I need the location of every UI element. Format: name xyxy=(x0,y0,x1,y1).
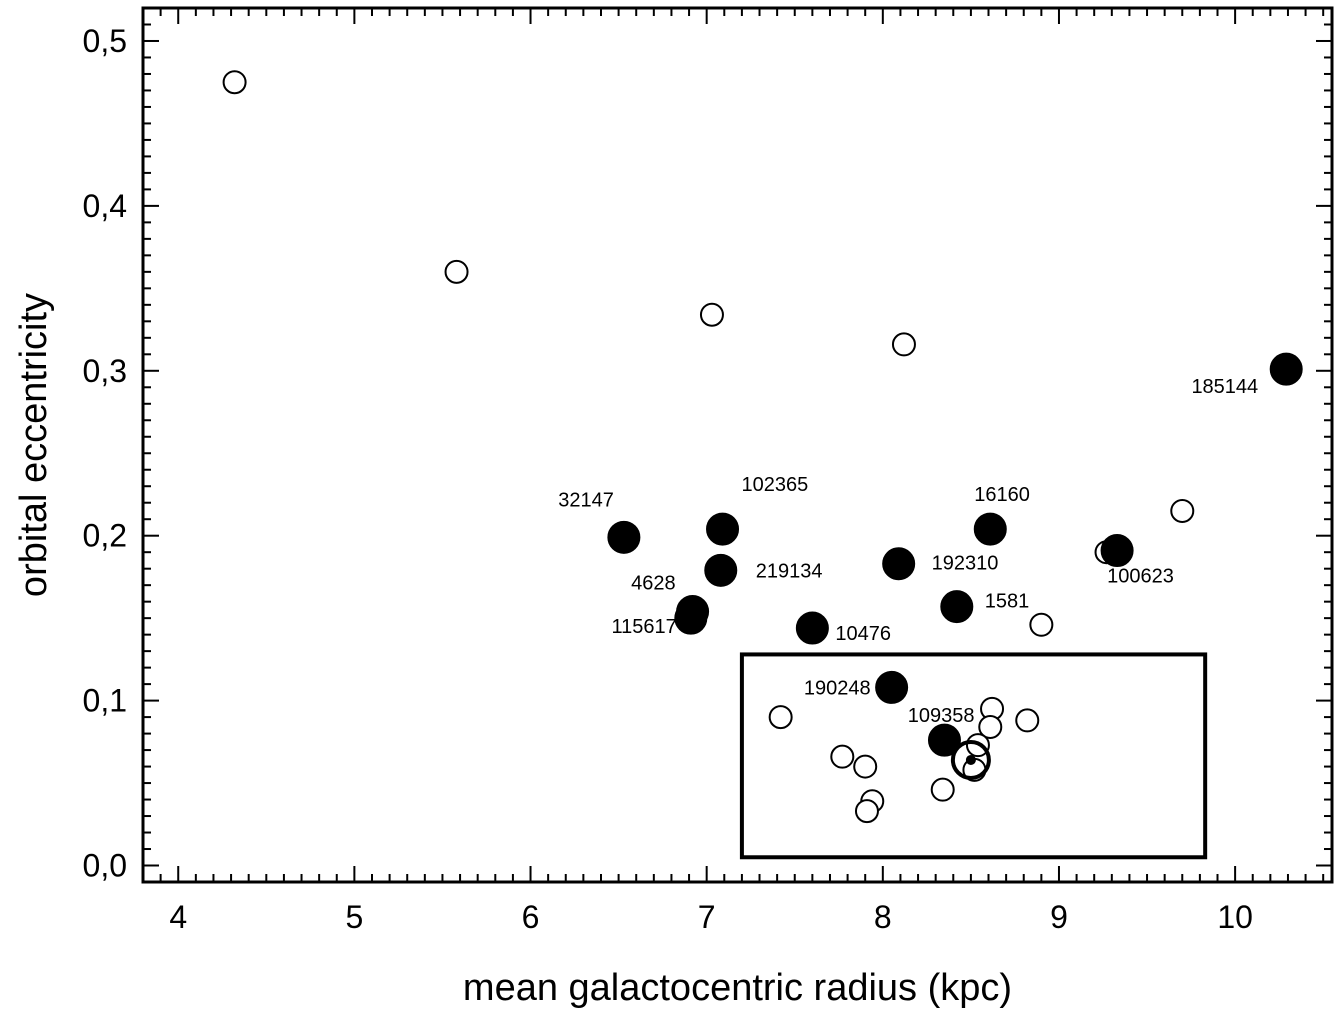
y-tick-label: 0,0 xyxy=(83,848,127,884)
point-annotations: 185144 32147 102365 16160 219134 192310 100623… xyxy=(558,376,1258,727)
x-tick-label: 4 xyxy=(169,899,187,935)
point-label: 190248 xyxy=(804,677,871,699)
x-tick-label: 9 xyxy=(1050,899,1068,935)
point-label: 10476 xyxy=(835,623,891,645)
open-circle-point xyxy=(699,302,724,327)
open-circle-point xyxy=(1170,498,1195,523)
filled-circle-point xyxy=(875,670,909,704)
open-circle-point xyxy=(1015,708,1040,733)
point-label: 192310 xyxy=(932,553,999,575)
x-axis-label: mean galactocentric radius (kpc) xyxy=(463,967,1012,1009)
x-tick-label: 7 xyxy=(698,899,716,935)
filled-circle-point xyxy=(1100,534,1134,568)
plot-frame xyxy=(141,6,1334,884)
point-label: 115617 xyxy=(612,616,677,638)
sun-symbol-point xyxy=(950,739,991,780)
point-label: 219134 xyxy=(756,560,823,582)
open-circle-point xyxy=(444,259,469,284)
open-circle-point xyxy=(1029,612,1054,637)
filled-circle-point xyxy=(1269,352,1303,386)
point-label: 109358 xyxy=(908,705,975,727)
point-label: 185144 xyxy=(1191,376,1258,398)
filled-circle-point xyxy=(704,553,738,587)
highlight-box xyxy=(739,652,1208,860)
open-circle-point xyxy=(854,799,879,824)
sun-dot xyxy=(965,754,976,765)
x-tick-label: 10 xyxy=(1217,899,1253,935)
y-tick-label: 0,4 xyxy=(83,188,127,224)
filled-circle-point xyxy=(973,512,1007,546)
x-tick-label: 5 xyxy=(345,899,363,935)
open-circle-point xyxy=(830,744,855,769)
y-tick-labels: 0,0 0,1 0,2 0,3 0,4 0,5 xyxy=(83,23,127,884)
point-label: 32147 xyxy=(558,489,614,511)
filled-circle-point xyxy=(607,520,641,554)
sun-ring xyxy=(950,739,991,780)
filled-circle-point xyxy=(882,547,916,581)
filled-circle-point xyxy=(674,601,708,635)
open-circle-point xyxy=(768,705,793,730)
filled-circle-point xyxy=(940,590,974,624)
filled-circle-point xyxy=(927,723,961,757)
point-label: 1581 xyxy=(985,591,1030,613)
open-circle-point xyxy=(930,777,955,802)
filled-circle-point xyxy=(706,512,740,546)
open-circle-point xyxy=(978,714,1003,739)
filled-circle-point xyxy=(795,611,829,645)
point-label: 16160 xyxy=(974,484,1030,506)
point-label: 102365 xyxy=(742,474,809,496)
point-label: 100623 xyxy=(1107,566,1174,588)
y-axis-label: orbital eccentricity xyxy=(13,293,55,597)
open-circle-point xyxy=(853,754,878,779)
data-points xyxy=(222,70,1303,824)
axis-ticks xyxy=(142,8,1332,882)
y-tick-label: 0,3 xyxy=(83,353,127,389)
y-tick-label: 0,5 xyxy=(83,23,127,59)
open-circle-point xyxy=(222,70,247,95)
x-tick-label: 8 xyxy=(874,899,892,935)
y-tick-label: 0,2 xyxy=(83,518,127,554)
x-tick-labels: 4 5 6 7 8 9 10 xyxy=(169,899,1253,935)
point-label: 4628 xyxy=(631,573,676,595)
open-circle-point xyxy=(891,332,916,357)
y-tick-label: 0,1 xyxy=(83,683,127,719)
x-tick-label: 6 xyxy=(522,899,540,935)
